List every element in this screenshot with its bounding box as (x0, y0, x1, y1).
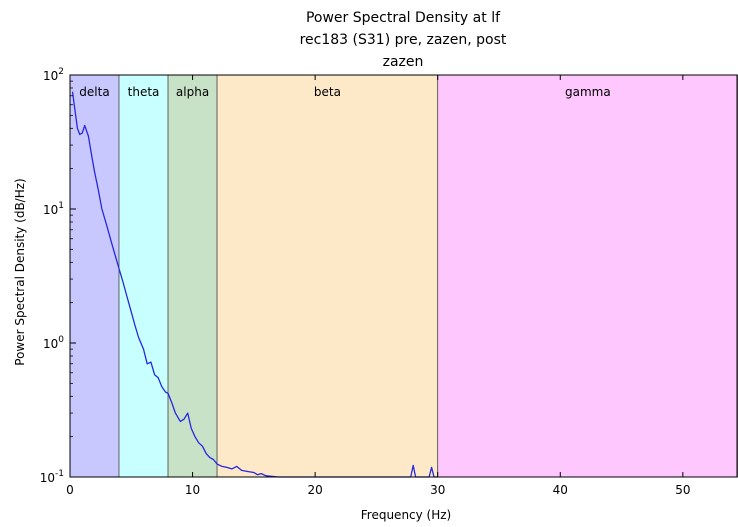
y-tick-base: 10 (43, 69, 58, 83)
x-axis-ticks: 0 10 20 30 40 50 (66, 75, 690, 497)
chart-title: Power Spectral Density at lf rec183 (S31… (300, 10, 507, 70)
band-alpha (167, 74, 218, 478)
x-tick-label: 30 (430, 483, 445, 497)
y-tick-label: 100 (43, 335, 64, 351)
title-line-3: zazen (383, 54, 424, 70)
x-tick-label: 0 (66, 483, 74, 497)
band-delta (69, 74, 120, 478)
y-tick-base: 10 (40, 471, 55, 485)
frequency-band-labels: delta theta alpha beta gamma (79, 85, 610, 99)
band-label-gamma: gamma (565, 85, 611, 99)
y-tick-label: 101 (43, 201, 64, 217)
y-tick-label: 10-1 (40, 469, 64, 485)
band-label-theta: theta (128, 85, 160, 99)
y-tick-base: 10 (43, 337, 58, 351)
band-theta (118, 74, 169, 478)
band-label-alpha: alpha (176, 85, 209, 99)
title-line-1: Power Spectral Density at lf (306, 10, 501, 26)
y-axis-label: Power Spectral Density (dB/Hz) (13, 178, 27, 365)
y-tick-exponent: 2 (58, 67, 64, 77)
x-tick-label: 10 (185, 483, 200, 497)
plot-frame (69, 74, 738, 478)
y-tick-base: 10 (43, 203, 58, 217)
y-tick-exponent: -1 (55, 469, 64, 479)
band-beta (216, 74, 439, 478)
y-tick-exponent: 0 (58, 335, 64, 345)
title-line-2: rec183 (S31) pre, zazen, post (300, 32, 507, 48)
y-tick-exponent: 1 (58, 201, 64, 211)
band-label-delta: delta (79, 85, 109, 99)
x-axis-label: Frequency (Hz) (361, 508, 452, 522)
y-tick-label: 102 (43, 67, 64, 83)
x-tick-label: 20 (307, 483, 322, 497)
x-tick-label: 50 (675, 483, 690, 497)
x-tick-label: 40 (553, 483, 568, 497)
frequency-bands (69, 74, 738, 478)
band-gamma (437, 74, 738, 478)
band-label-beta: beta (314, 85, 341, 99)
